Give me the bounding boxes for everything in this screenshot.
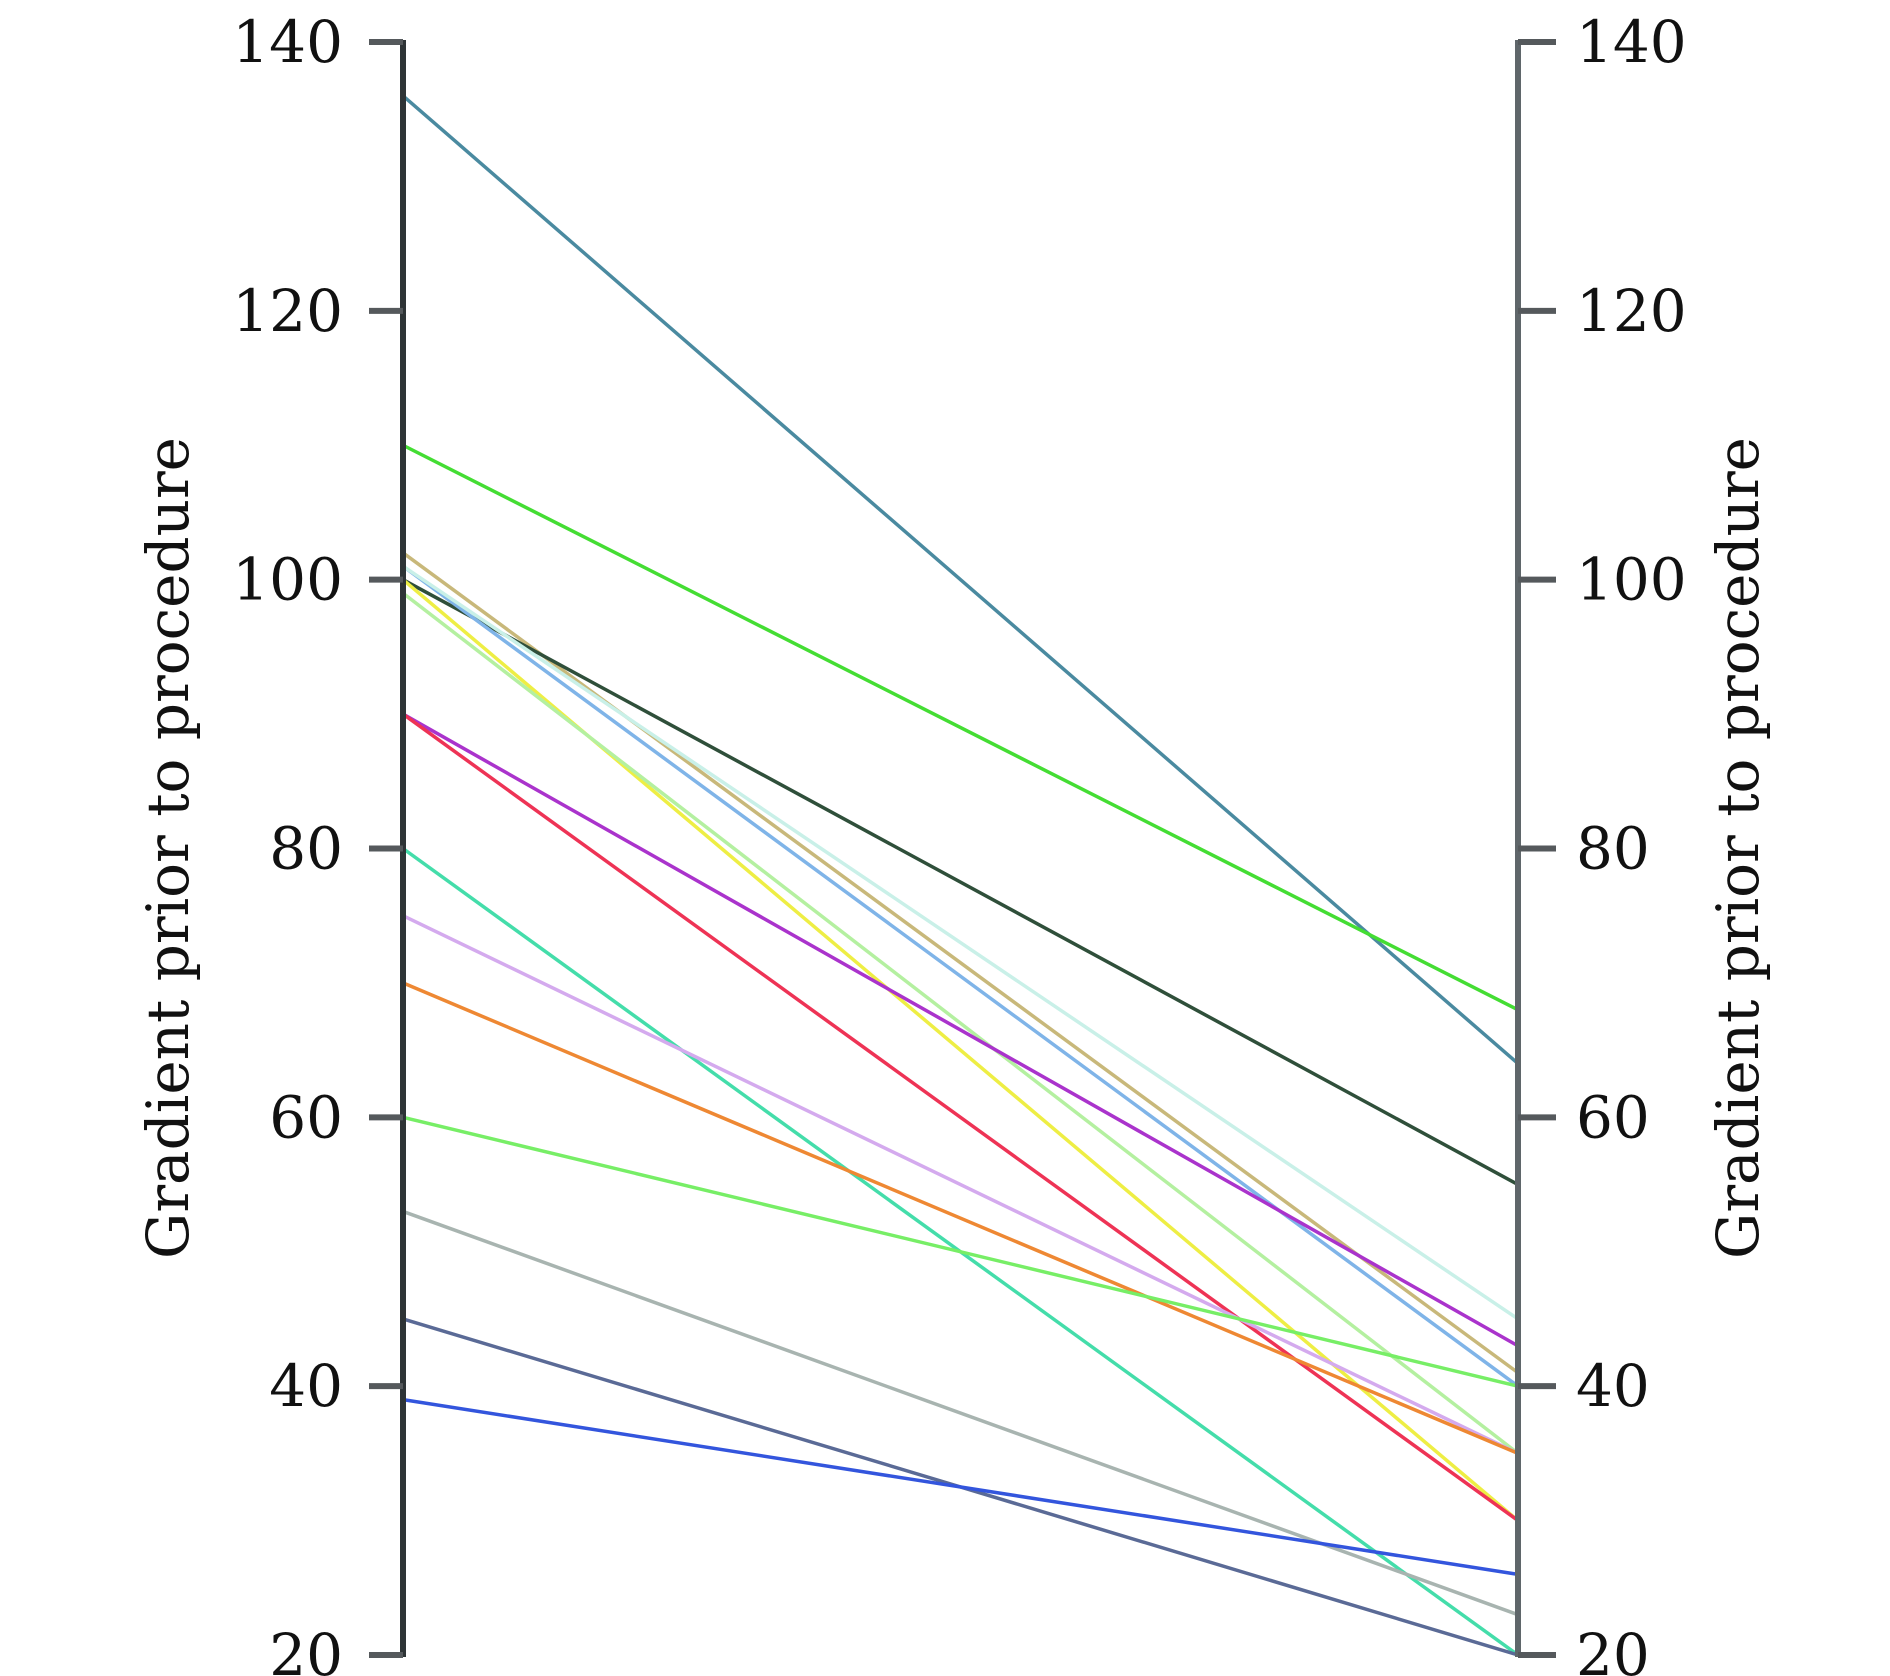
series-line-8 (401, 591, 1520, 1456)
series-line-6 (401, 564, 1520, 1321)
right-axis-title: Gradient prior to procedure (1704, 437, 1772, 1259)
left-tick-label-140: 140 (232, 8, 343, 76)
series-line-15 (401, 1209, 1520, 1617)
series-line-5 (401, 564, 1520, 1388)
series-line-9 (401, 712, 1520, 1348)
series-line-2 (401, 443, 1520, 1012)
right-tick-label-100: 100 (1576, 546, 1687, 614)
series-line-10 (401, 712, 1520, 1523)
right-tick-label-80: 80 (1576, 815, 1650, 883)
right-axis-ticks: 20 40 60 80 100 120 140 (1518, 8, 1687, 1676)
right-tick-label-140: 140 (1576, 8, 1687, 76)
right-tick-label-60: 60 (1576, 1083, 1650, 1151)
series-line-13 (401, 981, 1520, 1456)
left-tick-label-80: 80 (269, 815, 343, 883)
series-line-12 (401, 913, 1520, 1456)
series-line-4 (401, 577, 1520, 1187)
series-line-14 (401, 1115, 1520, 1388)
right-tick-label-40: 40 (1576, 1352, 1650, 1420)
left-axis-ticks: 20 40 60 80 100 120 140 (232, 8, 403, 1676)
series-line-17 (401, 1397, 1520, 1577)
left-tick-label-60: 60 (269, 1083, 343, 1151)
series-line-3 (401, 551, 1520, 1375)
left-tick-label-100: 100 (232, 546, 343, 614)
right-tick-label-120: 120 (1576, 277, 1687, 345)
right-tick-label-20: 20 (1576, 1621, 1650, 1676)
left-axis-title: Gradient prior to procedure (134, 437, 202, 1259)
left-tick-label-20: 20 (269, 1621, 343, 1676)
series-line-1 (401, 94, 1520, 1066)
left-tick-label-120: 120 (232, 277, 343, 345)
series-layer (401, 94, 1520, 1657)
left-tick-label-40: 40 (269, 1352, 343, 1420)
